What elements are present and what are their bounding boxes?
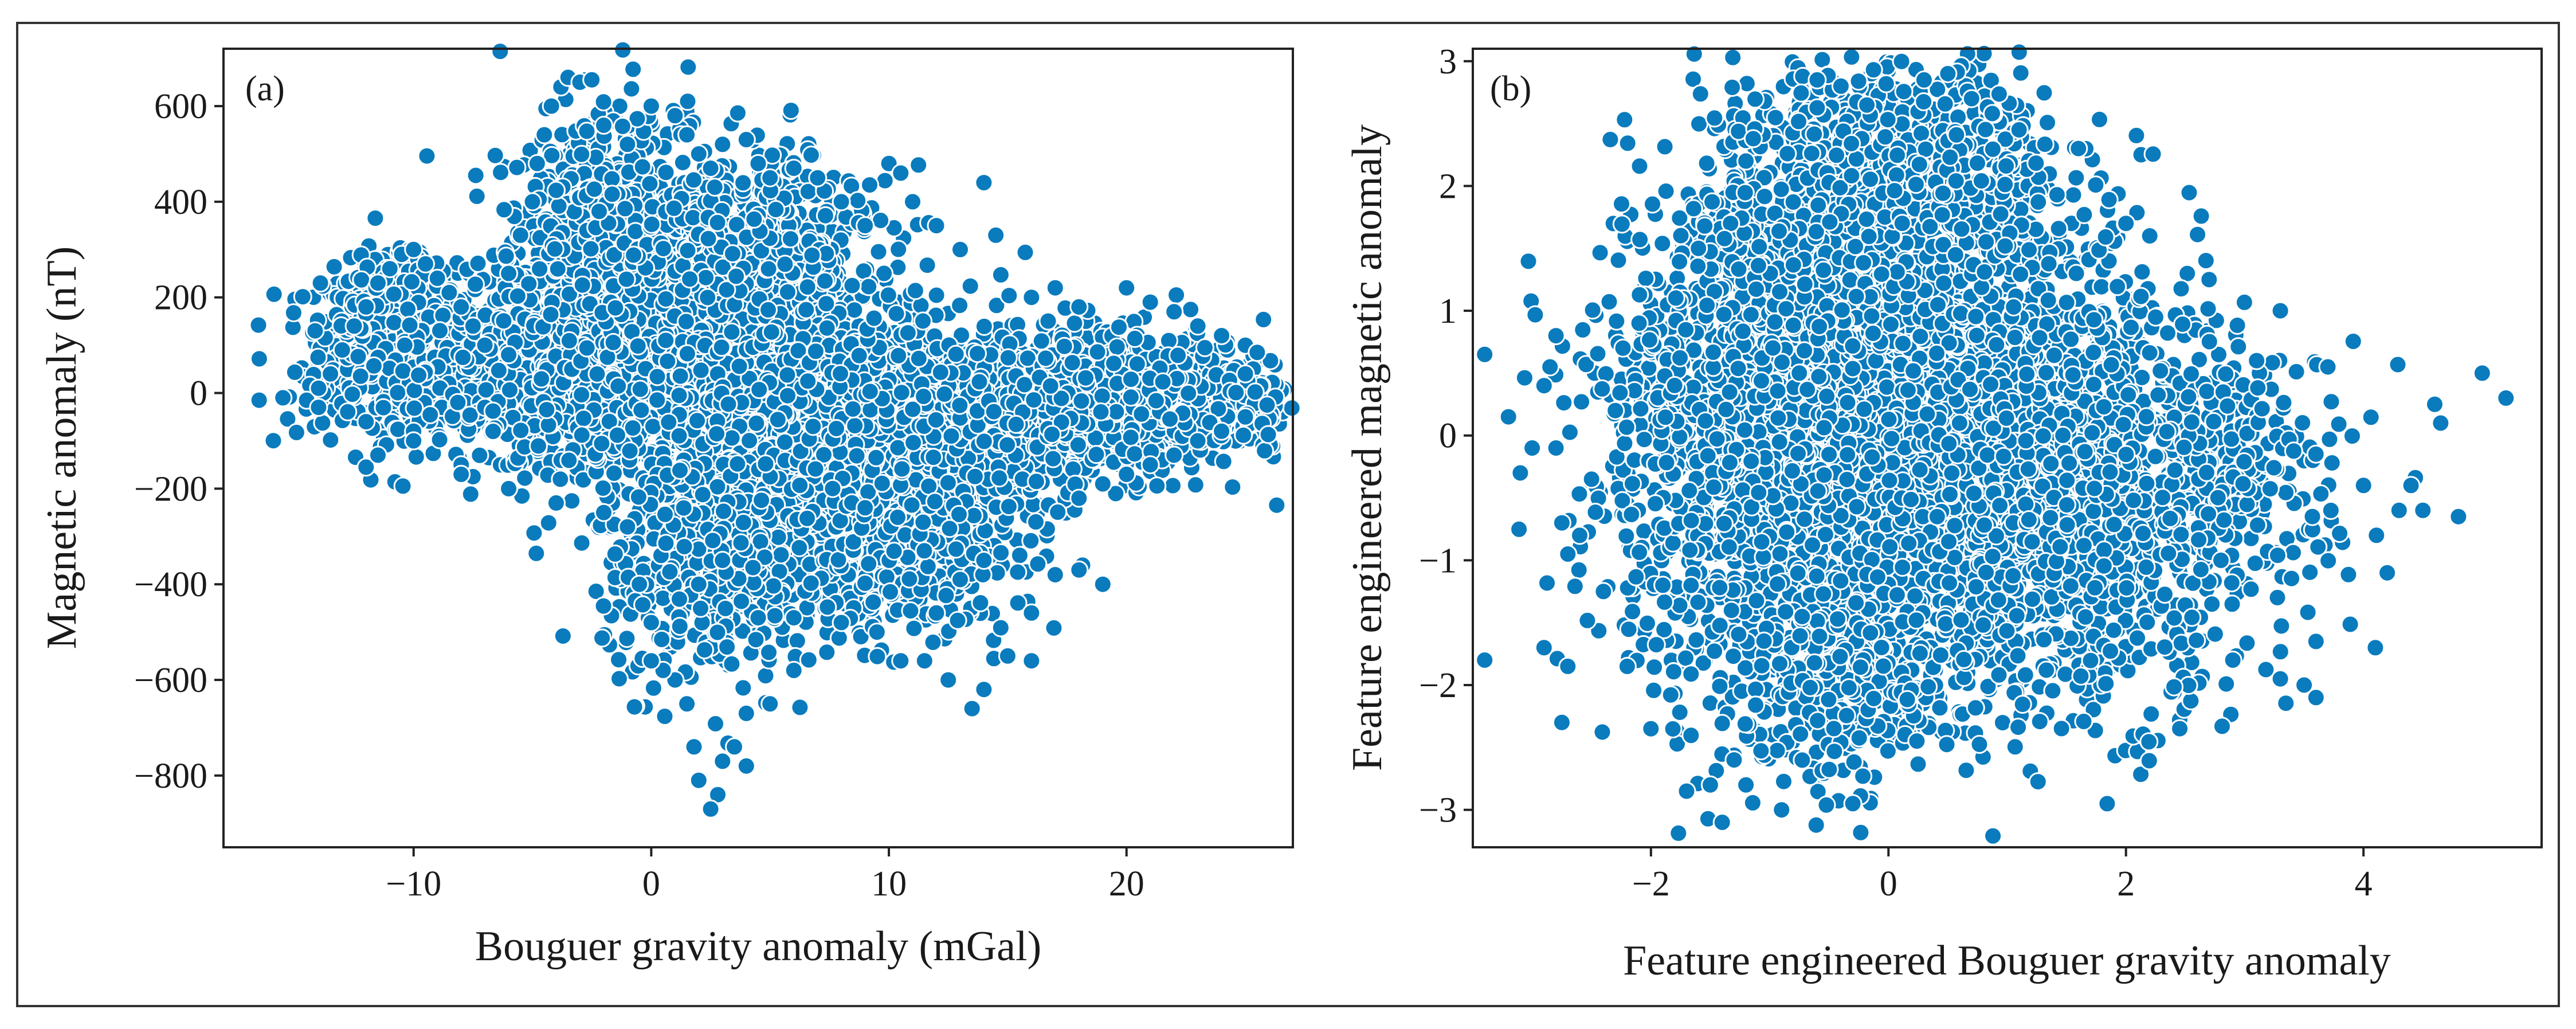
scatter-point (845, 300, 864, 320)
scatter-point (405, 398, 424, 418)
scatter-point (559, 451, 579, 470)
scatter-point (338, 402, 358, 421)
scatter-point (918, 256, 937, 275)
scatter-point (643, 417, 662, 436)
scatter-point (388, 420, 407, 439)
scatter-point (500, 380, 519, 400)
scatter-point (287, 422, 306, 442)
scatter-points-a (249, 40, 1301, 819)
scatter-point (854, 261, 873, 281)
scatter-point (494, 311, 513, 331)
scatter-point (388, 383, 407, 402)
scatter-point (679, 57, 698, 77)
scatter-point (515, 468, 535, 488)
scatter-point (395, 335, 414, 355)
scatter-point (384, 284, 403, 304)
scatter-point (249, 349, 269, 369)
scatter-point (433, 306, 453, 325)
scatter-point (293, 287, 312, 307)
scatter-point (393, 361, 413, 381)
scatter-point (343, 385, 362, 404)
scatter-point (537, 400, 556, 420)
scatter-point (305, 321, 325, 341)
scatter-point (430, 430, 449, 449)
scatter-point (348, 347, 368, 366)
scatter-point (572, 533, 591, 553)
scatter-point (285, 362, 304, 382)
scatter-point (613, 40, 633, 60)
scatter-point (511, 421, 531, 440)
scatter-point (448, 393, 468, 412)
scatter-point (466, 166, 485, 185)
scatter-point (385, 313, 403, 332)
scatter-point (249, 315, 268, 335)
scatter-point (927, 285, 946, 305)
scatter-point (483, 422, 503, 441)
scatter-point (264, 284, 284, 304)
scatter-point (671, 366, 690, 386)
scatter-point (430, 321, 449, 341)
scatter-point (781, 101, 801, 120)
scatter-point (485, 146, 505, 165)
scatter-point (632, 401, 651, 420)
scatter-point (559, 331, 579, 350)
scatter-point (572, 425, 591, 445)
scatter-point (489, 361, 508, 380)
scatter-point (728, 103, 747, 123)
scatter-point (483, 401, 503, 421)
scatter-point (406, 447, 426, 467)
scatter-point (656, 331, 676, 350)
scatter-point (264, 431, 283, 451)
scatter-point (409, 366, 429, 385)
scatter-point (562, 491, 582, 511)
scatter-point (574, 409, 593, 428)
scatter-point (592, 434, 611, 453)
scatter-point (324, 257, 344, 276)
scatter-point (313, 413, 332, 433)
scatter-point (398, 299, 418, 319)
scatter-point (466, 275, 485, 294)
scatter-point (311, 273, 330, 293)
scatter-point (491, 42, 510, 61)
scatter-point (960, 276, 980, 296)
scatter-point (790, 698, 810, 717)
scatter-point (461, 484, 480, 504)
scatter-point (572, 385, 591, 405)
scatter-point (539, 513, 558, 533)
scatter-point (539, 415, 558, 435)
scatter-point (787, 631, 807, 651)
scatter-point (284, 303, 303, 323)
scatter-point (468, 253, 488, 273)
scatter-point (860, 175, 879, 195)
scatter-point (909, 155, 928, 175)
scatter-point (321, 431, 340, 449)
scatter-point (374, 398, 393, 417)
scatter-point (351, 366, 370, 386)
scatter-point (470, 445, 489, 465)
scatter-point (817, 643, 837, 662)
scatter-point (551, 469, 570, 489)
scatter-point (609, 377, 628, 396)
scatter-point (417, 146, 437, 166)
scatter-point (605, 464, 624, 483)
scatter-point (393, 476, 413, 496)
scatter-point (453, 347, 473, 367)
scatter-point (467, 186, 487, 206)
scatter-point (400, 315, 419, 335)
scatter-point (402, 272, 421, 291)
scatter-point (421, 405, 440, 424)
scatter-point (869, 242, 888, 261)
scatter-point (527, 543, 546, 563)
scatter-point (577, 338, 597, 358)
scatter-point (308, 347, 328, 367)
scatter-point (491, 163, 511, 182)
scatter-point (366, 209, 385, 228)
figure-border (16, 22, 2560, 1007)
